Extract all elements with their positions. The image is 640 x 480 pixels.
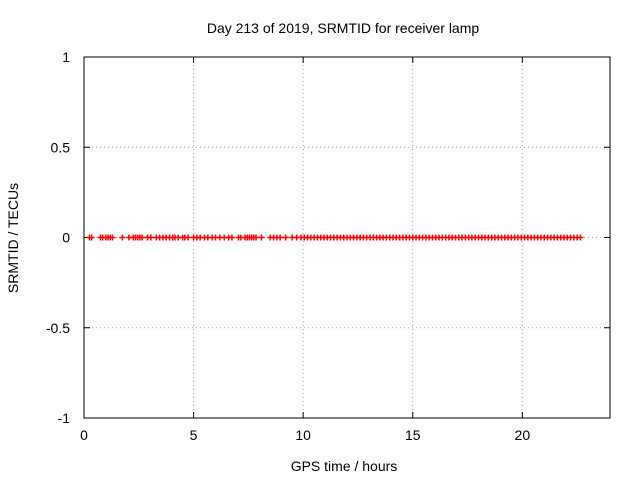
data-point xyxy=(139,234,146,241)
y-axis-label: SRMTID / TECUs xyxy=(5,183,21,293)
y-tick-label: 0.5 xyxy=(51,139,71,155)
x-tick-label: 20 xyxy=(515,427,531,443)
x-axis-label: GPS time / hours xyxy=(291,458,398,474)
x-tick-label: 0 xyxy=(80,427,88,443)
y-tick-labels: -1 -0.5 0 0.5 1 xyxy=(46,49,70,426)
x-tick-label: 15 xyxy=(405,427,421,443)
data-point xyxy=(88,234,95,241)
y-tick-label: 1 xyxy=(62,49,70,65)
x-tick-labels: 0 5 10 15 20 xyxy=(80,427,530,443)
data-point xyxy=(282,234,289,241)
data-point xyxy=(577,234,584,241)
x-tick-label: 10 xyxy=(295,427,311,443)
data-point xyxy=(119,234,126,241)
chart-title: Day 213 of 2019, SRMTID for receiver lam… xyxy=(207,20,480,36)
x-tick-label: 5 xyxy=(190,427,198,443)
data-point xyxy=(277,234,284,241)
axis-ticks xyxy=(83,56,610,419)
data-point xyxy=(253,234,260,241)
data-series-srmtid xyxy=(86,234,584,241)
y-tick-label: -0.5 xyxy=(46,320,70,336)
data-point xyxy=(185,234,192,241)
y-tick-label: 0 xyxy=(62,230,70,246)
data-point xyxy=(147,234,154,241)
y-tick-label: -1 xyxy=(58,410,71,426)
data-point xyxy=(109,234,116,241)
data-point xyxy=(258,234,265,241)
data-point xyxy=(228,234,235,241)
